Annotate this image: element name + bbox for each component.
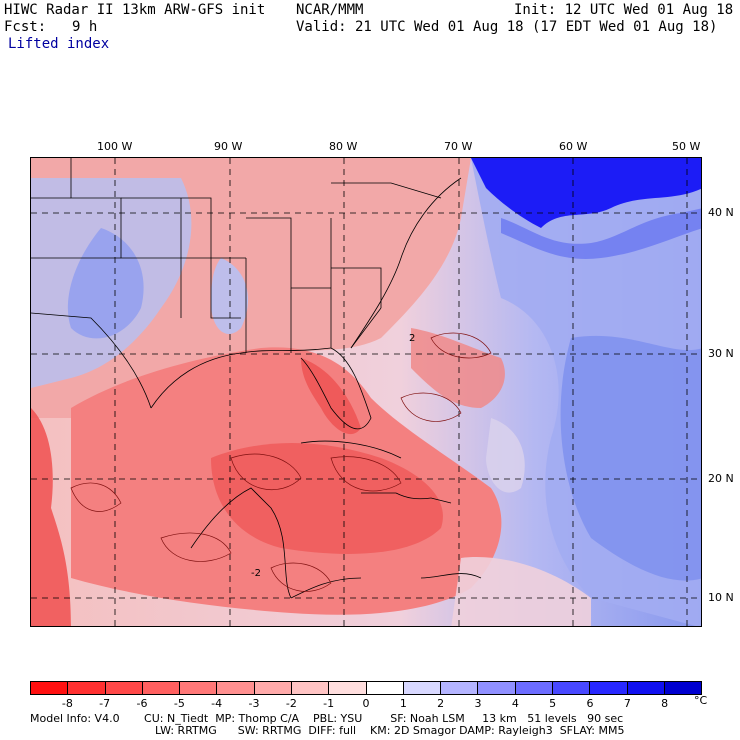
lat-label: 20 N [708, 472, 734, 485]
stable-central-plains [67, 228, 144, 339]
valid-time: Valid: 21 UTC Wed 01 Aug 18 (17 EDT Wed … [296, 19, 718, 35]
lon-label: 50 W [672, 140, 701, 153]
very-stable-region [471, 158, 701, 228]
model-info-line2: LW: RRTMG SW: RRTMG DIFF: full KM: 2D Sm… [155, 724, 625, 737]
colorbar-tick-label: -2 [285, 697, 297, 710]
forecast-hour: 9 h [72, 19, 98, 35]
colorbar-segment [31, 682, 69, 694]
colorbar-segment [217, 682, 255, 694]
stable-atlantic-core [560, 335, 701, 581]
colorbar-tick-label: 4 [511, 697, 519, 710]
forecast-label: Fcst: [4, 19, 47, 35]
colorbar-segment [515, 682, 553, 694]
colorbar-segment [366, 682, 404, 694]
field-name: Lifted index [8, 36, 110, 52]
stable-pocket-east [486, 418, 525, 493]
stable-midsouth [211, 258, 249, 334]
stable-band [501, 208, 701, 259]
colorbar-tick-label: 1 [399, 697, 407, 710]
colorbar-tick-label: 8 [661, 697, 669, 710]
colorbar-tick-label: -8 [61, 697, 73, 710]
colorbar-tick-label: -1 [323, 697, 335, 710]
lat-label: 40 N [708, 206, 734, 219]
colorbar-segment [627, 682, 665, 694]
colorbar-tick-label: 7 [623, 697, 631, 710]
organization: NCAR/MMM [296, 2, 364, 18]
political-borders [31, 158, 482, 599]
colorbar-segment [403, 682, 442, 694]
colorbar-tick-label: -7 [99, 697, 111, 710]
colorbar-segment [552, 682, 591, 694]
lifted-index-map: 2 -2 [30, 157, 702, 627]
colorbar-segment [254, 682, 292, 694]
lon-label: 100 W [97, 140, 133, 153]
stable-pocket-south [451, 557, 591, 626]
contour-label: 2 [409, 333, 416, 344]
colorbar-segment [180, 682, 218, 694]
colorbar-segment [105, 682, 143, 694]
colorbar-segment [291, 682, 330, 694]
colorbar-tick-label: -6 [136, 697, 148, 710]
colorbar-tick-label: -4 [211, 697, 223, 710]
colorbar-tick-label: 2 [437, 697, 445, 710]
lat-lon-grid [31, 158, 701, 626]
unstable-florida [301, 358, 361, 435]
colorbar-tick-label: 5 [549, 697, 557, 710]
init-time: Init: 12 UTC Wed 01 Aug 18 [514, 2, 734, 18]
lon-label: 60 W [559, 140, 588, 153]
lon-label: 70 W [444, 140, 473, 153]
colorbar-tick-label: -5 [173, 697, 185, 710]
colorbar-tick-label: 0 [362, 697, 370, 710]
lat-label: 10 N [708, 591, 734, 604]
colorbar-segment [664, 682, 702, 694]
colorbar-tick-label: 3 [474, 697, 482, 710]
colorbar-segment [478, 682, 516, 694]
colorbar-tick-label: -3 [248, 697, 260, 710]
map-canvas [31, 158, 701, 626]
contour-label: -2 [251, 568, 261, 579]
colorbar-segment [329, 682, 367, 694]
unstable-mexico-coast [31, 408, 71, 626]
model-title: HIWC Radar II 13km ARW-GFS init [4, 2, 266, 18]
contours [70, 332, 492, 592]
colorbar-segment [142, 682, 181, 694]
very-unstable-caribbean [211, 443, 443, 554]
colorbar-unit: °C [694, 694, 708, 707]
colorbar-segment [441, 682, 479, 694]
lon-label: 80 W [329, 140, 358, 153]
colorbar-tick-label: 6 [586, 697, 594, 710]
colorbar-segment [590, 682, 628, 694]
lon-label: 90 W [214, 140, 243, 153]
colorbar [30, 681, 702, 695]
colorbar-segment [68, 682, 106, 694]
unstable-atlantic-band [411, 328, 505, 408]
model-info-line1: Model Info: V4.0 CU: N_Tiedt MP: Thomp C… [30, 712, 624, 725]
lat-label: 30 N [708, 347, 734, 360]
